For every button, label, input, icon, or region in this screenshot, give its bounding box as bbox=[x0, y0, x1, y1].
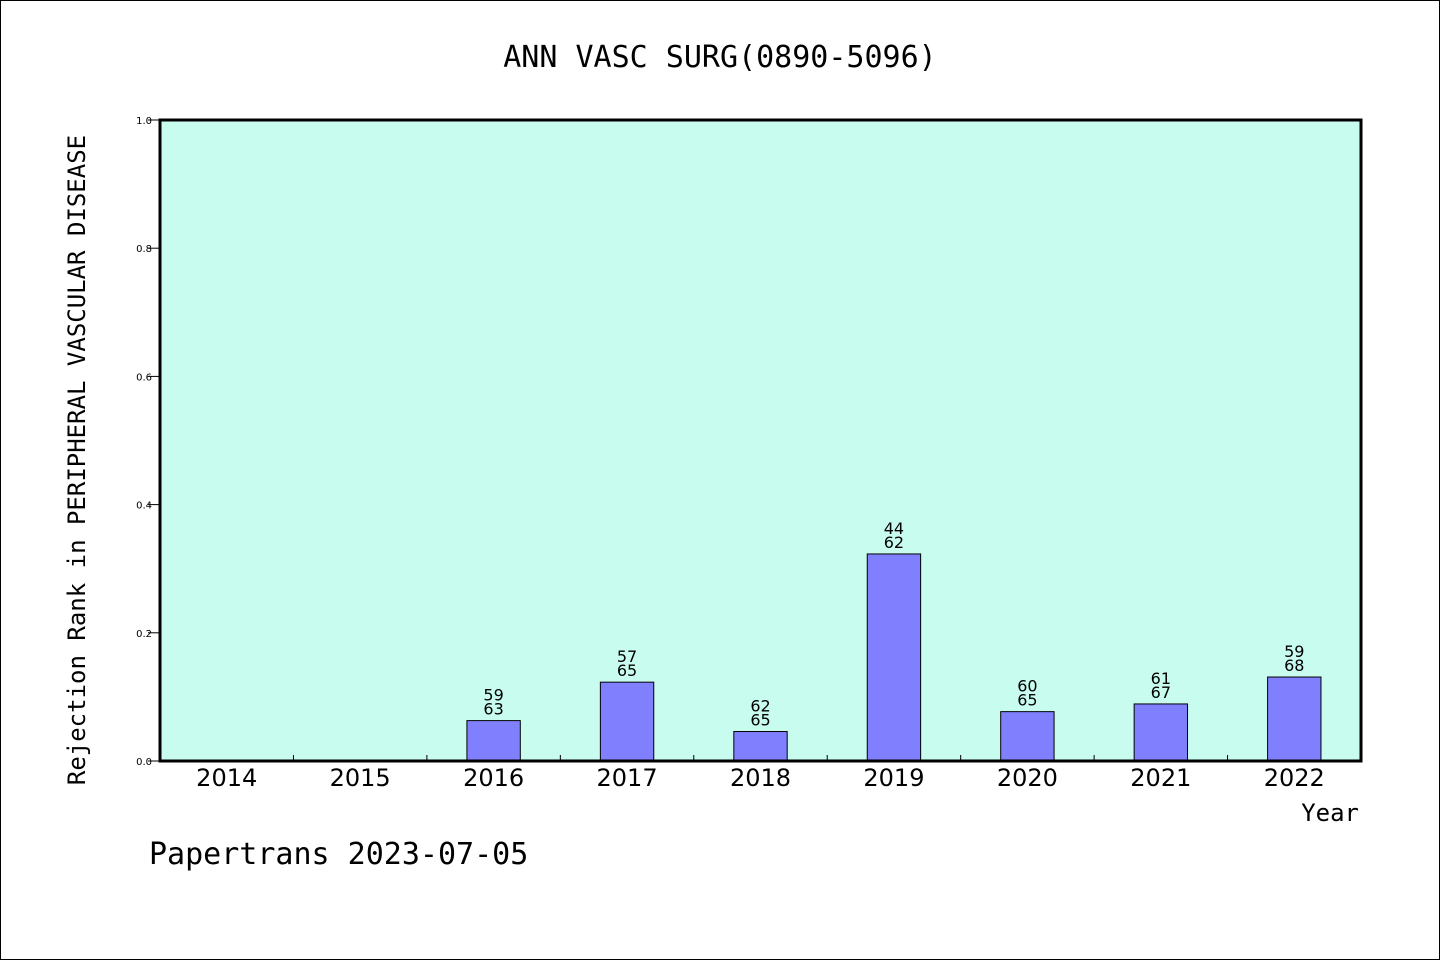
bar-label-top: 44 bbox=[884, 519, 904, 538]
bar bbox=[1267, 676, 1322, 762]
bar-label-bottom: 67 bbox=[1151, 683, 1171, 702]
bar-label-top: 60 bbox=[1017, 677, 1037, 696]
bar bbox=[733, 731, 788, 762]
x-tick-label: 2017 bbox=[597, 764, 658, 792]
bar-label-bottom: 65 bbox=[617, 661, 637, 680]
y-tick-label: 0.2 bbox=[136, 629, 152, 640]
x-axis: 2014 2015 2016 2017 2018 2019 2020 2021 2022 bbox=[196, 755, 1325, 792]
bar-label-top: 57 bbox=[617, 647, 637, 666]
bar-label-top: 59 bbox=[483, 686, 503, 705]
y-tick-label: 1.0 bbox=[136, 116, 152, 127]
y-axis-label: Rejection Rank in PERIPHERAL VASCULAR DI… bbox=[63, 135, 91, 785]
y-tick-label: 0.6 bbox=[136, 372, 152, 383]
y-axis: 0.0 0.2 0.4 0.6 0.8 1.0 bbox=[136, 116, 160, 768]
bar-label-bottom: 65 bbox=[750, 711, 770, 730]
x-tick-label: 2019 bbox=[863, 764, 924, 792]
bar-label-bottom: 63 bbox=[483, 700, 503, 719]
x-tick-label: 2022 bbox=[1264, 764, 1325, 792]
y-tick-label: 0.8 bbox=[136, 244, 152, 255]
x-axis-label: Year bbox=[1301, 799, 1359, 827]
bar bbox=[599, 681, 655, 762]
y-tick-label: 0.4 bbox=[136, 501, 152, 512]
x-tick-label: 2014 bbox=[196, 764, 257, 792]
x-tick-label: 2020 bbox=[997, 764, 1058, 792]
x-tick-label: 2015 bbox=[330, 764, 391, 792]
bar-label-bottom: 68 bbox=[1284, 656, 1304, 675]
bar-label-top: 59 bbox=[1284, 642, 1304, 661]
bar-label-bottom: 65 bbox=[1017, 691, 1037, 710]
bar bbox=[466, 720, 521, 762]
x-tick-label: 2018 bbox=[730, 764, 791, 792]
bar bbox=[1000, 711, 1055, 762]
x-tick-label: 2021 bbox=[1130, 764, 1191, 792]
x-tick-label: 2016 bbox=[463, 764, 524, 792]
bar bbox=[866, 553, 922, 762]
plot-background bbox=[160, 120, 1361, 761]
footer-watermark: Papertrans 2023-07-05 bbox=[149, 837, 528, 872]
bar bbox=[1133, 703, 1189, 762]
bar-series bbox=[466, 553, 1322, 762]
chart-title: ANN VASC SURG(0890-5096) bbox=[503, 40, 936, 75]
plot-area bbox=[158, 118, 1363, 763]
bar-label-bottom: 62 bbox=[884, 533, 904, 552]
bar-label-top: 62 bbox=[750, 697, 770, 716]
bar-label-top: 61 bbox=[1151, 669, 1171, 688]
y-tick-label: 0.0 bbox=[136, 757, 152, 768]
